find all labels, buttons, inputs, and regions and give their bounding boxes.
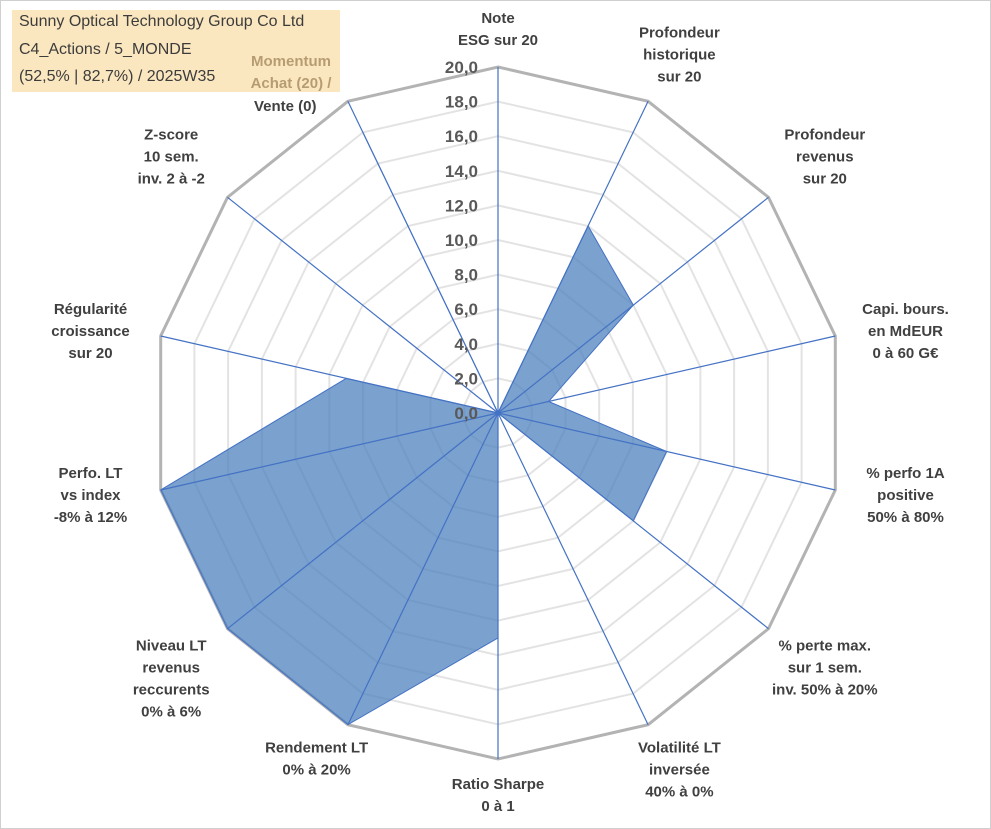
axis-label: vs index	[60, 487, 121, 504]
axis-spoke	[497, 412, 769, 630]
axis-label: historique	[643, 46, 716, 63]
company-name: Sunny Optical Technology Group Co Ltd	[19, 13, 305, 30]
axis-spoke	[160, 335, 499, 414]
axis-label: 40% à 0%	[645, 784, 713, 801]
momentum-axis-label-line3: Vente (0)	[254, 98, 317, 115]
axis-label: revenus	[796, 149, 854, 166]
axis-label: 0 à 60 G€	[873, 345, 940, 362]
axis-label: en MdEUR	[868, 323, 943, 340]
axis-label: positive	[877, 487, 934, 504]
axis-label: 50% à 80%	[867, 509, 944, 526]
axis-label: 0 à 1	[481, 798, 514, 815]
axis-spoke	[497, 101, 649, 414]
axis-label: Volatilité LT	[638, 740, 721, 757]
axis-label: Régularité	[54, 301, 127, 318]
tick-label: 2,0	[454, 369, 478, 388]
axis-spoke	[497, 196, 769, 414]
axis-spoke	[347, 101, 499, 414]
tick-label: 4,0	[454, 335, 478, 354]
axis-spoke	[347, 412, 499, 725]
axis-label: Niveau LT	[136, 637, 207, 654]
axis-spoke	[227, 412, 499, 630]
axis-spoke	[497, 335, 836, 414]
axis-label: Z-score	[144, 127, 198, 144]
tick-label: 10,0	[445, 231, 478, 250]
axis-label: % perte max.	[779, 637, 872, 654]
label-layer: Note ESG sur 20 Profondeur historique sur 20…	[51, 10, 949, 815]
axis-spoke	[227, 196, 499, 414]
axis-label: Capi. bours.	[862, 301, 949, 318]
stats-label: (52,5% | 82,7%) / 2025W35	[19, 68, 216, 85]
tick-label: 18,0	[445, 93, 478, 112]
tick-label: 12,0	[445, 196, 478, 215]
axis-label: reccurents	[133, 681, 210, 698]
axis-label: inv. 50% à 20%	[772, 681, 878, 698]
axis-spoke	[160, 412, 499, 491]
axis-label: 0% à 6%	[141, 703, 201, 720]
axis-label: Perfo. LT	[59, 465, 123, 482]
axis-spoke	[497, 412, 836, 491]
axis-label: % perfo 1A	[866, 465, 945, 482]
axis-label: Note	[481, 10, 514, 27]
axis-spoke	[497, 412, 649, 725]
axis-label: sur 20	[657, 68, 701, 85]
info-box: Sunny Optical Technology Group Co Ltd C4…	[12, 10, 340, 92]
axis-label: revenus	[142, 659, 200, 676]
axis-label: sur 20	[68, 345, 112, 362]
tick-label: 6,0	[454, 300, 478, 319]
axis-label: 10 sem.	[144, 149, 199, 166]
axis-label: Profondeur	[639, 24, 720, 41]
axis-label: inv. 2 à -2	[138, 171, 205, 188]
tick-label: 20,0	[445, 58, 478, 77]
tick-label: 0,0	[454, 404, 478, 423]
axis-label: sur 1 sem.	[788, 659, 862, 676]
category-label: C4_Actions / 5_MONDE	[19, 41, 192, 58]
axis-label: sur 20	[803, 171, 847, 188]
tick-label: 8,0	[454, 266, 478, 285]
tick-layer: 20,0 18,0 16,0 14,0 12,0 10,0 8,0 6,0 4,0 2,0 0,0	[445, 58, 478, 423]
axis-label: -8% à 12%	[54, 509, 127, 526]
axis-label: Rendement LT	[265, 740, 368, 757]
momentum-axis-label-line1: Momentum	[251, 53, 331, 70]
momentum-axis-label-line2: Achat (20) /	[250, 75, 332, 92]
tick-label: 16,0	[445, 127, 478, 146]
tick-label: 14,0	[445, 162, 478, 181]
axis-label: inversée	[649, 762, 710, 779]
axis-label: croissance	[51, 323, 129, 340]
axis-label: Profondeur	[784, 127, 865, 144]
spoke-layer	[160, 67, 836, 759]
axis-label: 0% à 20%	[282, 762, 350, 779]
axis-label: Ratio Sharpe	[452, 776, 545, 793]
axis-label: ESG sur 20	[458, 32, 538, 49]
